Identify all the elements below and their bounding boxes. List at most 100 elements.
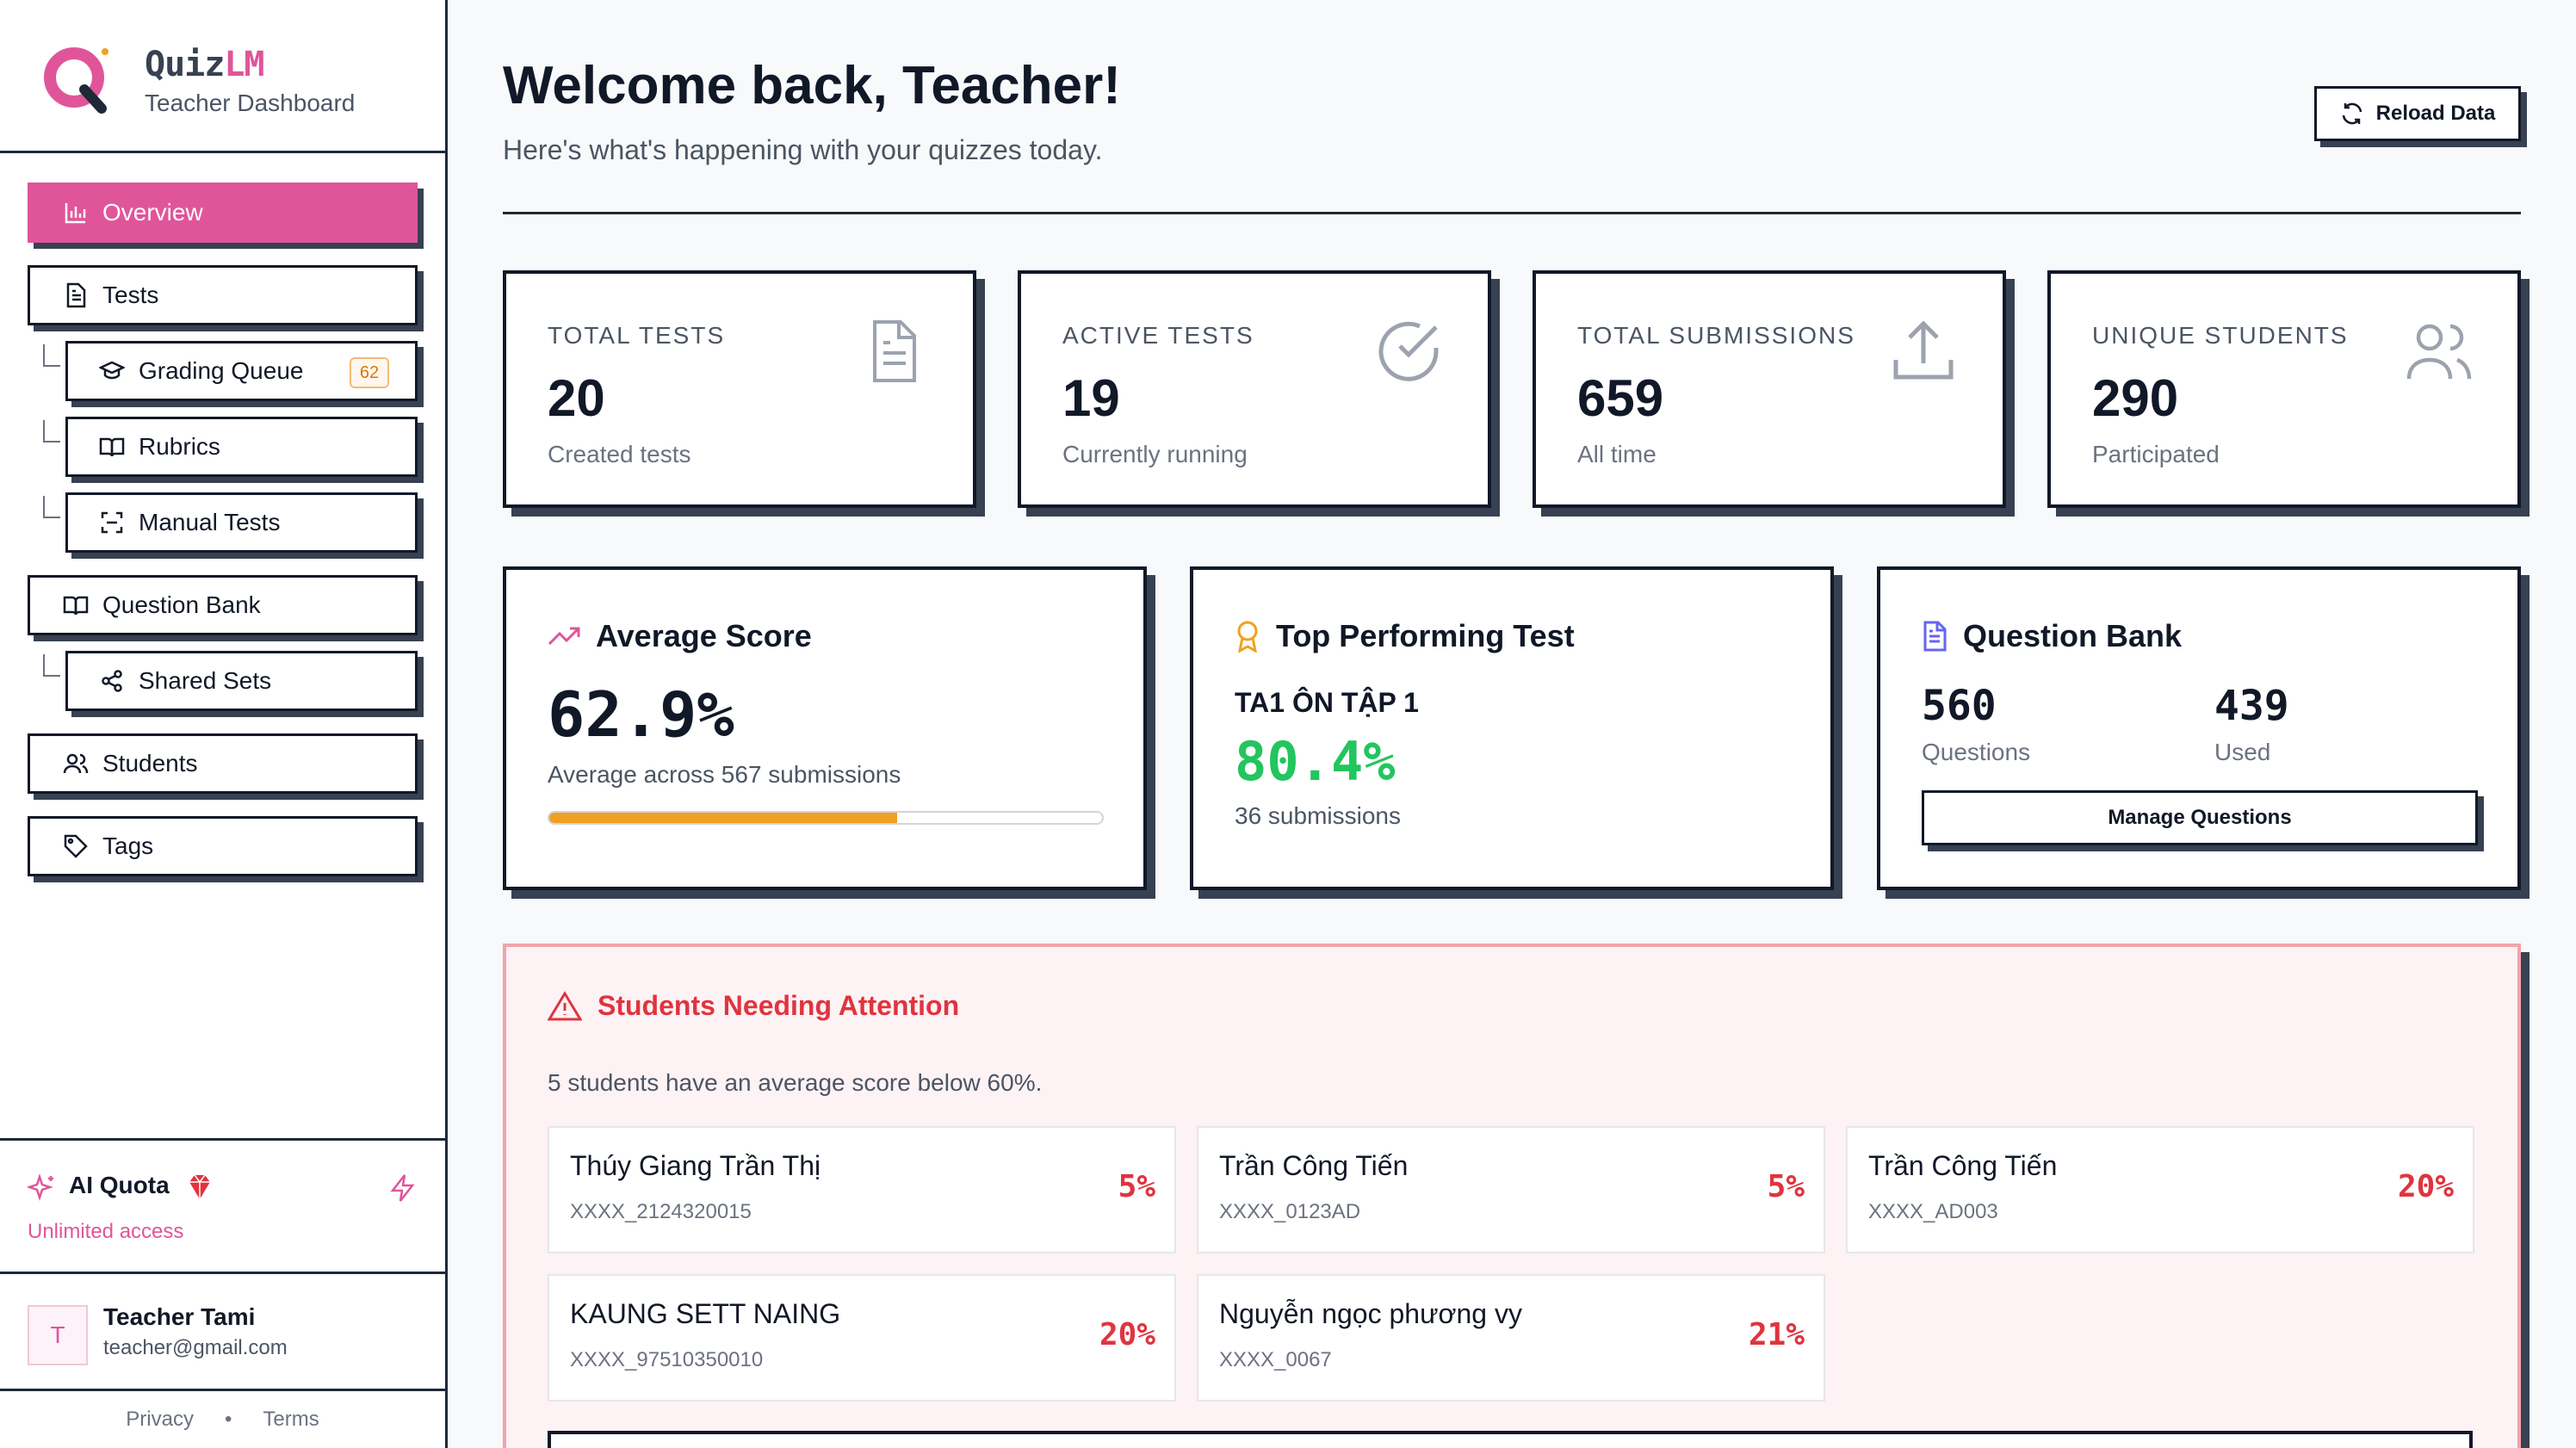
sidebar-item-manual-tests[interactable]: Manual Tests xyxy=(65,492,418,553)
book-open-icon xyxy=(61,591,90,620)
sidebar-item-label: Tests xyxy=(102,282,159,308)
ai-quota-title: AI Quota xyxy=(69,1172,170,1198)
student-attention-item[interactable]: KAUNG SETT NAING XXXX_97510350010 20% xyxy=(548,1274,1176,1402)
tag-icon xyxy=(61,832,90,861)
student-name: KAUNG SETT NAING xyxy=(570,1298,841,1329)
attention-subtitle: 5 students have an average score below 6… xyxy=(548,1069,1043,1096)
question-bank-title: Question Bank xyxy=(1963,618,2183,653)
lightning-icon[interactable] xyxy=(389,1173,417,1203)
stat-label: ACTIVE TESTS xyxy=(1062,322,1254,349)
sidebar-item-rubrics[interactable]: Rubrics xyxy=(65,417,418,477)
stat-caption: All time xyxy=(1577,441,1656,467)
tree-connector xyxy=(43,654,60,677)
student-id: XXXX_0067 xyxy=(1219,1348,1332,1371)
stat-label: TOTAL TESTS xyxy=(548,322,726,349)
sidebar-item-label: Rubrics xyxy=(139,433,220,460)
top-test-score: 80.4% xyxy=(1235,730,1396,793)
manage-questions-button[interactable]: Manage Questions xyxy=(1922,790,2478,845)
sidebar-item-grading-queue[interactable]: Grading Queue 62 xyxy=(65,341,418,401)
refresh-icon xyxy=(2342,102,2362,125)
trending-up-icon xyxy=(548,627,580,646)
graduation-cap-icon xyxy=(97,356,127,386)
award-icon xyxy=(1237,621,1258,653)
tree-connector xyxy=(43,496,60,518)
student-score: 5% xyxy=(1767,1169,1805,1204)
check-circle-icon xyxy=(1378,321,1439,381)
questions-label: Questions xyxy=(1922,739,2031,765)
stat-value: 659 xyxy=(1577,369,1664,427)
terms-link[interactable]: Terms xyxy=(263,1408,319,1431)
student-id: XXXX_97510350010 xyxy=(570,1348,764,1371)
top-test-name: TA1 ÔN TẬP 1 xyxy=(1235,687,1419,718)
document-icon xyxy=(61,281,90,310)
top-test-caption: 36 submissions xyxy=(1235,802,1401,829)
avatar: T xyxy=(28,1305,88,1365)
sidebar-item-label: Manual Tests xyxy=(139,509,281,535)
top-test-card: Top Performing Test TA1 ÔN TẬP 1 80.4% 3… xyxy=(1190,566,1834,890)
page-title: Welcome back, Teacher! xyxy=(503,56,1121,115)
stat-value: 290 xyxy=(2092,369,2179,427)
footer-links: Privacy • Terms xyxy=(0,1391,445,1448)
card-title: Question Bank xyxy=(1922,618,2182,654)
attention-title: Students Needing Attention xyxy=(548,990,959,1022)
student-name: Thúy Giang Trần Thị xyxy=(570,1150,821,1181)
stat-label: TOTAL SUBMISSIONS xyxy=(1577,322,1855,349)
card-title: Average Score xyxy=(548,618,812,654)
progress-fill xyxy=(549,813,897,823)
sidebar-item-overview[interactable]: Overview xyxy=(28,183,418,243)
share-icon xyxy=(97,666,127,696)
student-name: Trần Công Tiến xyxy=(1219,1150,1409,1181)
sidebar-item-label: Shared Sets xyxy=(139,667,272,694)
view-all-students-button[interactable] xyxy=(548,1431,2473,1448)
average-score-value: 62.9% xyxy=(548,678,734,751)
document-icon xyxy=(873,320,916,382)
users-icon xyxy=(2406,324,2472,380)
student-id: XXXX_AD003 xyxy=(1868,1200,1998,1223)
used-label: Used xyxy=(2214,739,2271,765)
privacy-link[interactable]: Privacy xyxy=(126,1408,194,1431)
stat-card-total-tests: TOTAL TESTS 20 Created tests xyxy=(503,270,976,508)
student-attention-item[interactable]: Trần Công Tiến XXXX_AD003 20% xyxy=(1846,1126,2474,1253)
attention-title-text: Students Needing Attention xyxy=(598,990,960,1021)
average-score-caption: Average across 567 submissions xyxy=(548,761,901,788)
grading-count-badge: 62 xyxy=(350,357,389,388)
ai-quota-status: Unlimited access xyxy=(28,1220,184,1243)
student-attention-item[interactable]: Thúy Giang Trần Thị XXXX_2124320015 5% xyxy=(548,1126,1176,1253)
users-icon xyxy=(61,749,90,778)
warning-triangle-icon xyxy=(548,990,582,1020)
students-attention-panel: Students Needing Attention 5 students ha… xyxy=(503,944,2521,1448)
book-open-icon xyxy=(97,432,127,461)
stat-value: 20 xyxy=(548,369,605,427)
brand-header: QuizLM Teacher Dashboard xyxy=(0,0,445,153)
sidebar-item-tags[interactable]: Tags xyxy=(28,816,418,876)
user-email: teacher@gmail.com xyxy=(103,1336,288,1359)
sparkles-icon xyxy=(28,1173,53,1201)
sidebar-item-shared-sets[interactable]: Shared Sets xyxy=(65,651,418,711)
student-attention-item[interactable]: Trần Công Tiến XXXX_0123AD 5% xyxy=(1197,1126,1825,1253)
user-profile[interactable]: T Teacher Tami teacher@gmail.com xyxy=(0,1274,445,1391)
sidebar-item-question-bank[interactable]: Question Bank xyxy=(28,575,418,635)
tree-connector xyxy=(43,420,60,442)
question-bank-card: Question Bank 560 Questions 439 Used Man… xyxy=(1877,566,2521,890)
average-score-title: Average Score xyxy=(596,618,812,653)
stat-caption: Created tests xyxy=(548,441,691,467)
student-score: 20% xyxy=(2397,1169,2454,1204)
card-title: Top Performing Test xyxy=(1235,618,1575,654)
quizlm-logo-icon xyxy=(44,47,108,114)
student-name: Trần Công Tiến xyxy=(1868,1150,2058,1181)
student-score: 20% xyxy=(1099,1317,1155,1352)
stat-value: 19 xyxy=(1062,369,1120,427)
reload-data-button[interactable]: Reload Data xyxy=(2314,86,2521,141)
top-test-title: Top Performing Test xyxy=(1276,618,1575,653)
brand-subtitle: Teacher Dashboard xyxy=(145,90,356,116)
sidebar-item-label: Question Bank xyxy=(102,591,261,618)
student-name: Nguyễn ngọc phương vy xyxy=(1219,1298,1522,1329)
student-score: 5% xyxy=(1118,1169,1155,1204)
sidebar-item-students[interactable]: Students xyxy=(28,733,418,794)
sidebar-item-label: Tags xyxy=(102,832,154,859)
student-attention-item[interactable]: Nguyễn ngọc phương vy XXXX_0067 21% xyxy=(1197,1274,1825,1402)
reload-label: Reload Data xyxy=(2375,102,2496,125)
bar-chart-icon xyxy=(61,198,90,227)
average-score-card: Average Score 62.9% Average across 567 s… xyxy=(503,566,1147,890)
sidebar-item-tests[interactable]: Tests xyxy=(28,265,418,325)
